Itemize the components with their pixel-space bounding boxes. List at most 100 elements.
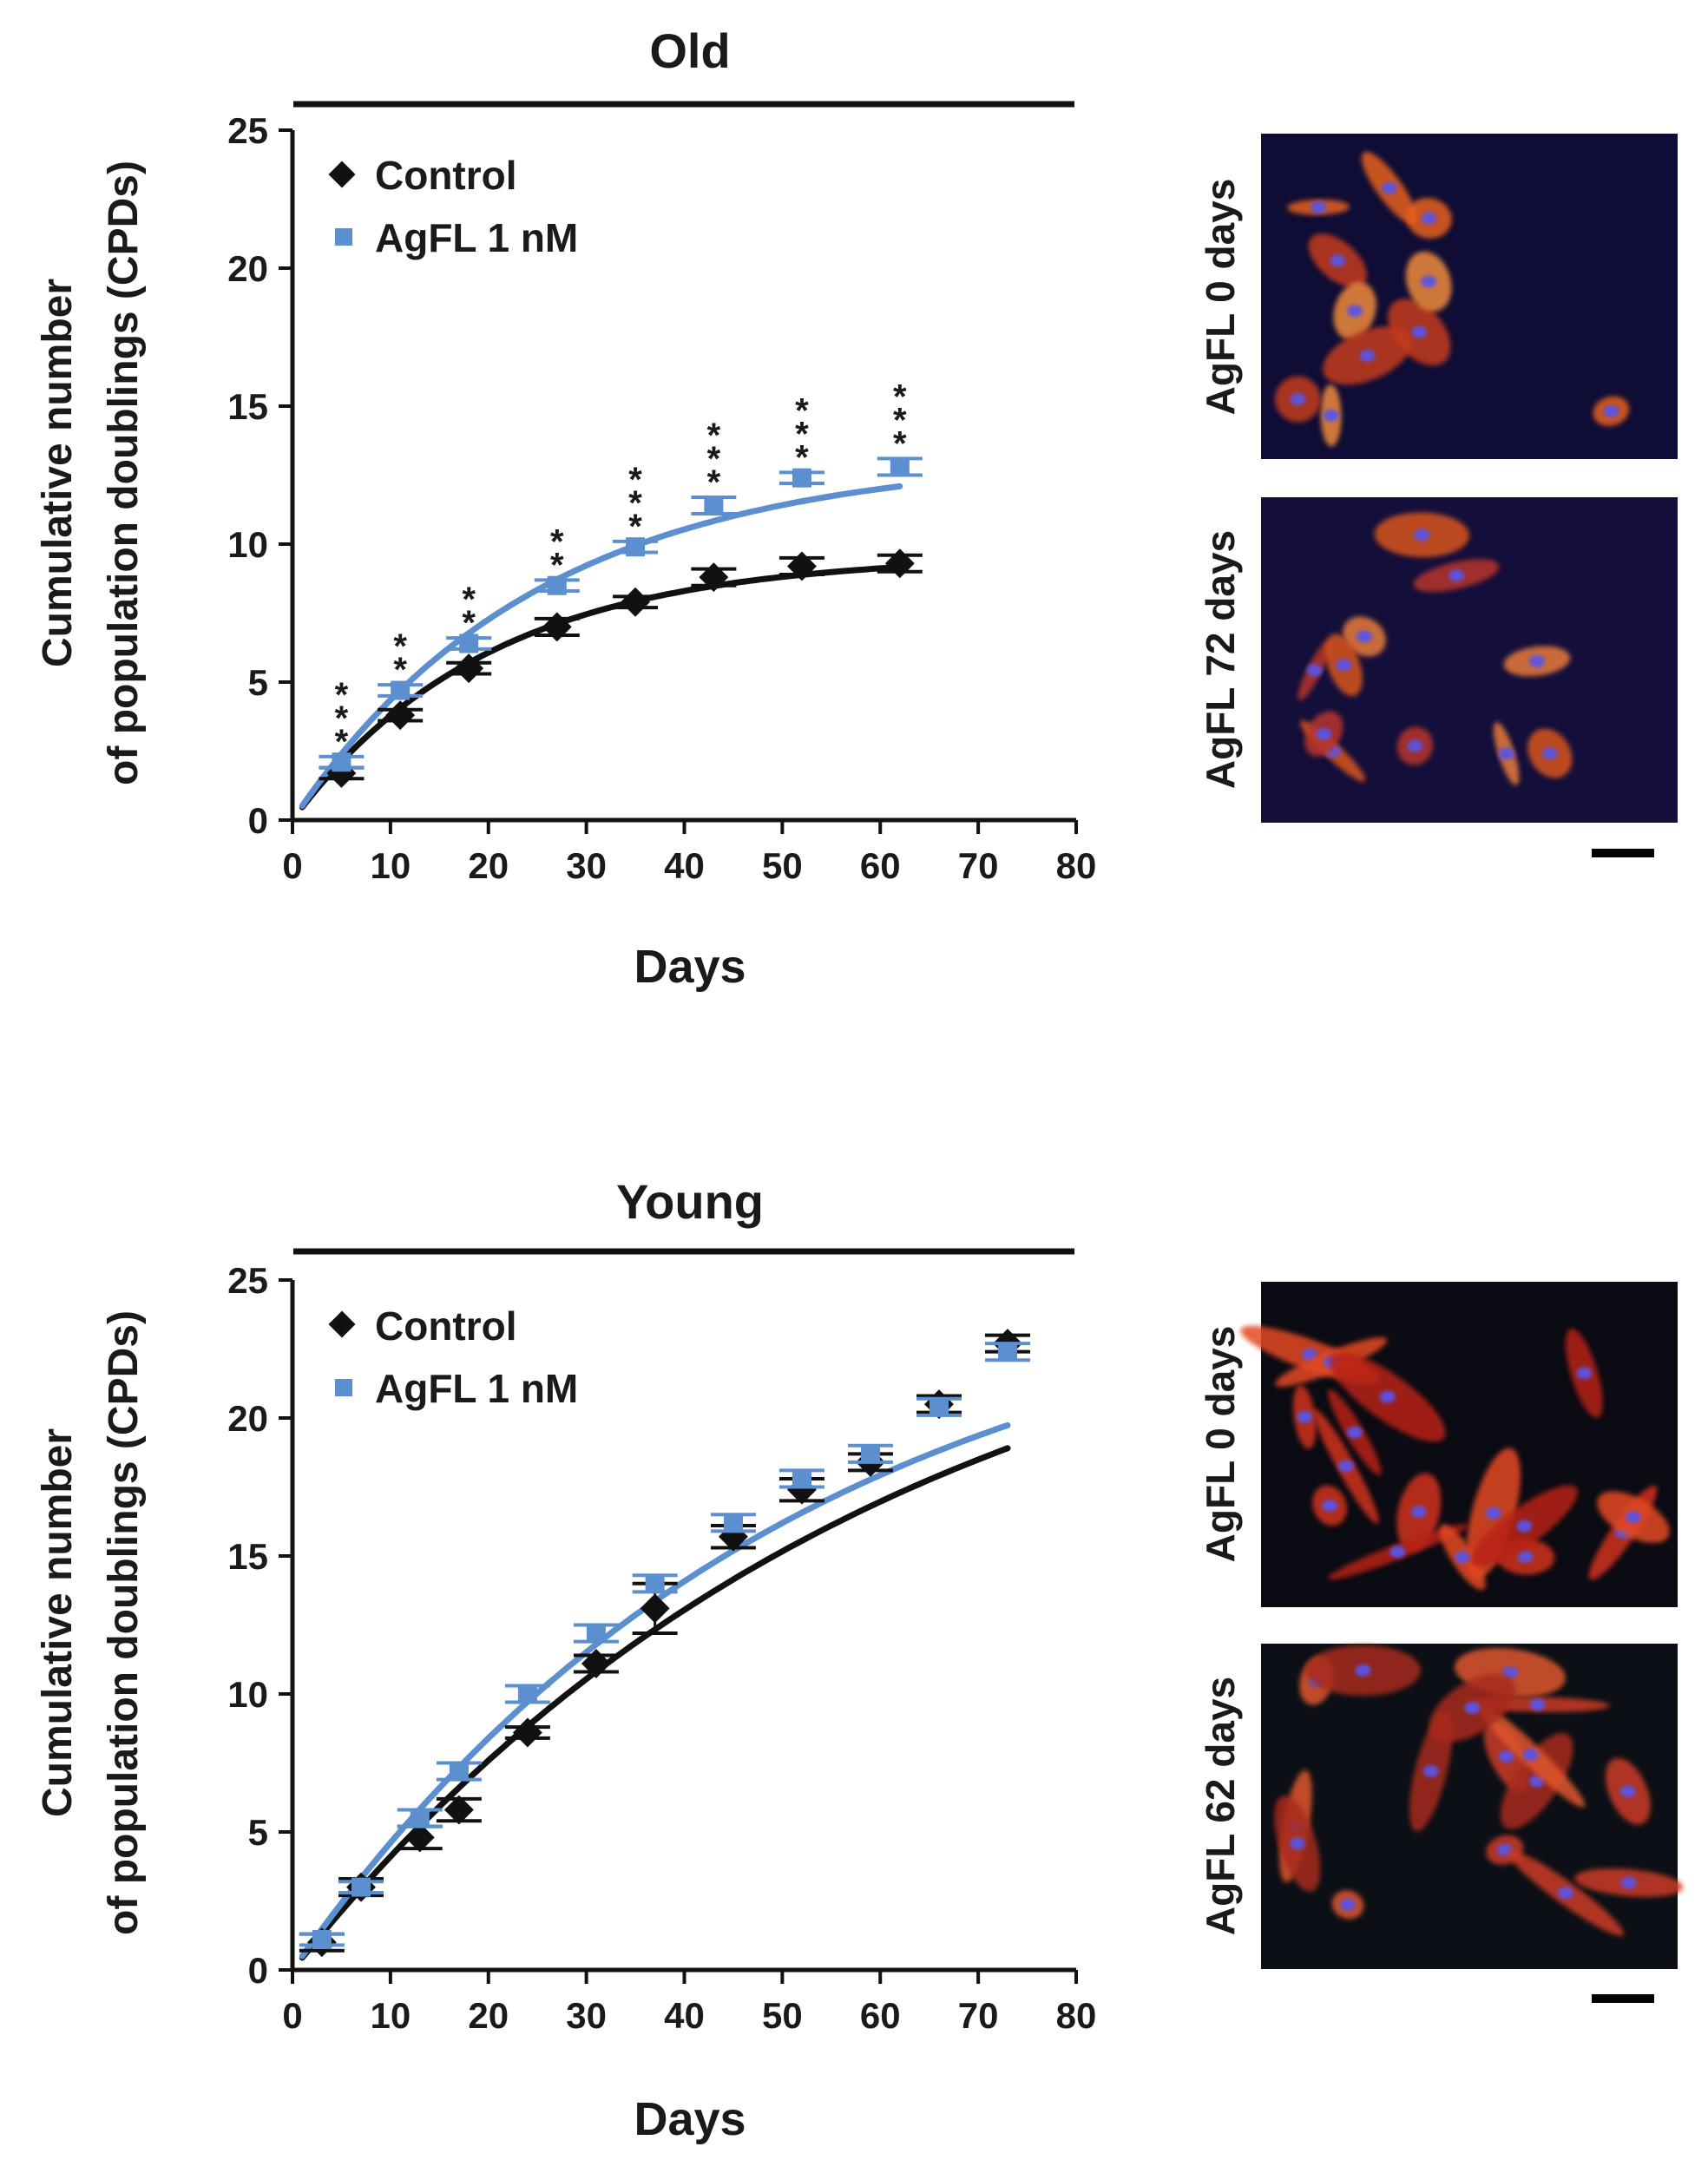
- data-point-agfl: [997, 1342, 1017, 1362]
- legend-control-label: Control: [375, 1303, 517, 1349]
- data-point-agfl: [351, 1877, 371, 1897]
- cell-nucleus: [1522, 1749, 1539, 1761]
- y-tick-label: 25: [227, 1260, 268, 1301]
- cell-nucleus: [1421, 275, 1437, 288]
- legend-agfl-marker: [335, 228, 352, 246]
- y-tick-label: 25: [227, 110, 268, 151]
- data-point-control: [786, 551, 817, 581]
- micrograph-label: AgFL 72 days: [1198, 530, 1243, 789]
- significance-star: *: [550, 546, 564, 584]
- cell-nucleus: [1576, 1367, 1593, 1380]
- cell-nucleus: [1516, 1520, 1533, 1533]
- micrograph-panel-1: AgFL 0 days: [1198, 134, 1678, 459]
- cell-nucleus: [1340, 1898, 1356, 1911]
- cell-nucleus: [1421, 212, 1437, 225]
- cell-nucleus: [1346, 1426, 1363, 1439]
- data-point-agfl: [792, 468, 811, 488]
- x-tick-label: 60: [860, 1995, 901, 2036]
- chart-old-legend: Control AgFL 1 nM: [328, 153, 578, 260]
- cell-nucleus: [1407, 739, 1423, 752]
- data-point-control: [512, 1717, 542, 1748]
- significance-star: *: [893, 377, 907, 416]
- chart-old-xlabel: Days: [634, 941, 746, 993]
- cell-nucleus: [1414, 528, 1430, 542]
- x-tick-label: 30: [566, 1995, 607, 2036]
- chart-young-axes: 0 10 20 30 40 50 60 70 80 0 5 10 15 20 25: [227, 1260, 1096, 2036]
- data-point-control: [542, 612, 572, 642]
- cell-nucleus: [1557, 1887, 1573, 1900]
- x-tick-label: 80: [1056, 1995, 1097, 2036]
- significance-star: *: [707, 440, 721, 478]
- cell-nucleus: [1410, 1506, 1427, 1519]
- data-point-agfl: [410, 1809, 430, 1828]
- micrograph-panel-2: AgFL 72 days: [1198, 497, 1678, 857]
- data-point-agfl: [723, 1513, 743, 1533]
- significance-star: *: [335, 676, 349, 714]
- x-tick-label: 70: [958, 1995, 999, 2036]
- x-tick-label: 60: [860, 845, 901, 886]
- chart-old-title: Old: [649, 23, 730, 78]
- data-point-agfl: [332, 752, 351, 772]
- significance-star: *: [628, 484, 642, 522]
- cell-nucleus: [1355, 1664, 1371, 1677]
- cell-nucleus: [1620, 1876, 1637, 1889]
- x-tick-label: 40: [664, 1995, 705, 2036]
- micrograph-cells: [1274, 1645, 1684, 1936]
- significance-star: *: [550, 522, 564, 561]
- y-tick-label: 20: [227, 1398, 268, 1439]
- x-tick-label: 50: [762, 845, 803, 886]
- cell-nucleus: [1311, 200, 1327, 213]
- cell-nucleus: [1337, 1460, 1354, 1473]
- data-point-control: [884, 548, 915, 579]
- chart-old-fit-lines: [299, 483, 903, 811]
- legend-control-label: Control: [375, 153, 517, 198]
- cell-nucleus: [1517, 1550, 1534, 1563]
- legend-agfl-label: AgFL 1 nM: [375, 215, 578, 260]
- x-tick-label: 0: [282, 845, 302, 886]
- data-point-agfl: [586, 1624, 606, 1644]
- data-point-agfl: [312, 1930, 332, 1950]
- cell-nucleus: [1381, 181, 1397, 194]
- scale-bar: [1592, 849, 1654, 857]
- significance-star: *: [335, 723, 349, 761]
- cell-nucleus: [1323, 409, 1339, 422]
- data-point-agfl: [645, 1573, 665, 1593]
- cell-nucleus: [1498, 747, 1514, 760]
- chart-young: Young Cumulative number of population do…: [35, 1174, 1096, 2145]
- chart-old-significance: ********* *** *********: [335, 377, 907, 760]
- cell-nucleus: [1306, 664, 1323, 677]
- x-tick-label: 20: [468, 1995, 509, 2036]
- cell-nucleus: [1422, 1764, 1439, 1777]
- data-point-control: [621, 587, 651, 617]
- significance-star: *: [707, 463, 721, 502]
- chart-old: Old Cumulative number of population doub…: [35, 23, 1096, 993]
- data-point-control: [640, 1593, 670, 1624]
- micrograph-label: AgFL 0 days: [1198, 179, 1243, 416]
- x-tick-label: 80: [1056, 845, 1097, 886]
- cell-nucleus: [1411, 325, 1428, 338]
- y-tick-label: 5: [248, 1812, 268, 1853]
- cell-nucleus: [1322, 1499, 1338, 1512]
- chart-old-ylabel-line2: of population doublings (CPDs): [101, 161, 147, 785]
- fit-line-square: [299, 483, 903, 809]
- significance-star: *: [393, 627, 407, 666]
- significance-star: *: [628, 508, 642, 546]
- x-tick-label: 70: [958, 845, 999, 886]
- legend-control-marker: [328, 161, 356, 188]
- micrograph-cells: [1240, 1325, 1670, 1591]
- cell-nucleus: [1541, 747, 1558, 760]
- data-point-control: [581, 1649, 611, 1678]
- data-point-control: [385, 700, 416, 731]
- x-tick-label: 30: [566, 845, 607, 886]
- scale-bar: [1592, 1994, 1654, 2003]
- cell-nucleus: [1449, 569, 1464, 582]
- fit-line-square: [299, 1421, 1011, 1960]
- x-tick-label: 40: [664, 845, 705, 886]
- significance-star: *: [335, 699, 349, 738]
- chart-young-fit-lines: [299, 1421, 1011, 1961]
- legend-agfl-label: AgFL 1 nM: [375, 1366, 578, 1411]
- significance-star: *: [795, 391, 809, 430]
- cell-nucleus: [1347, 305, 1363, 318]
- cell-nucleus: [1297, 1410, 1313, 1423]
